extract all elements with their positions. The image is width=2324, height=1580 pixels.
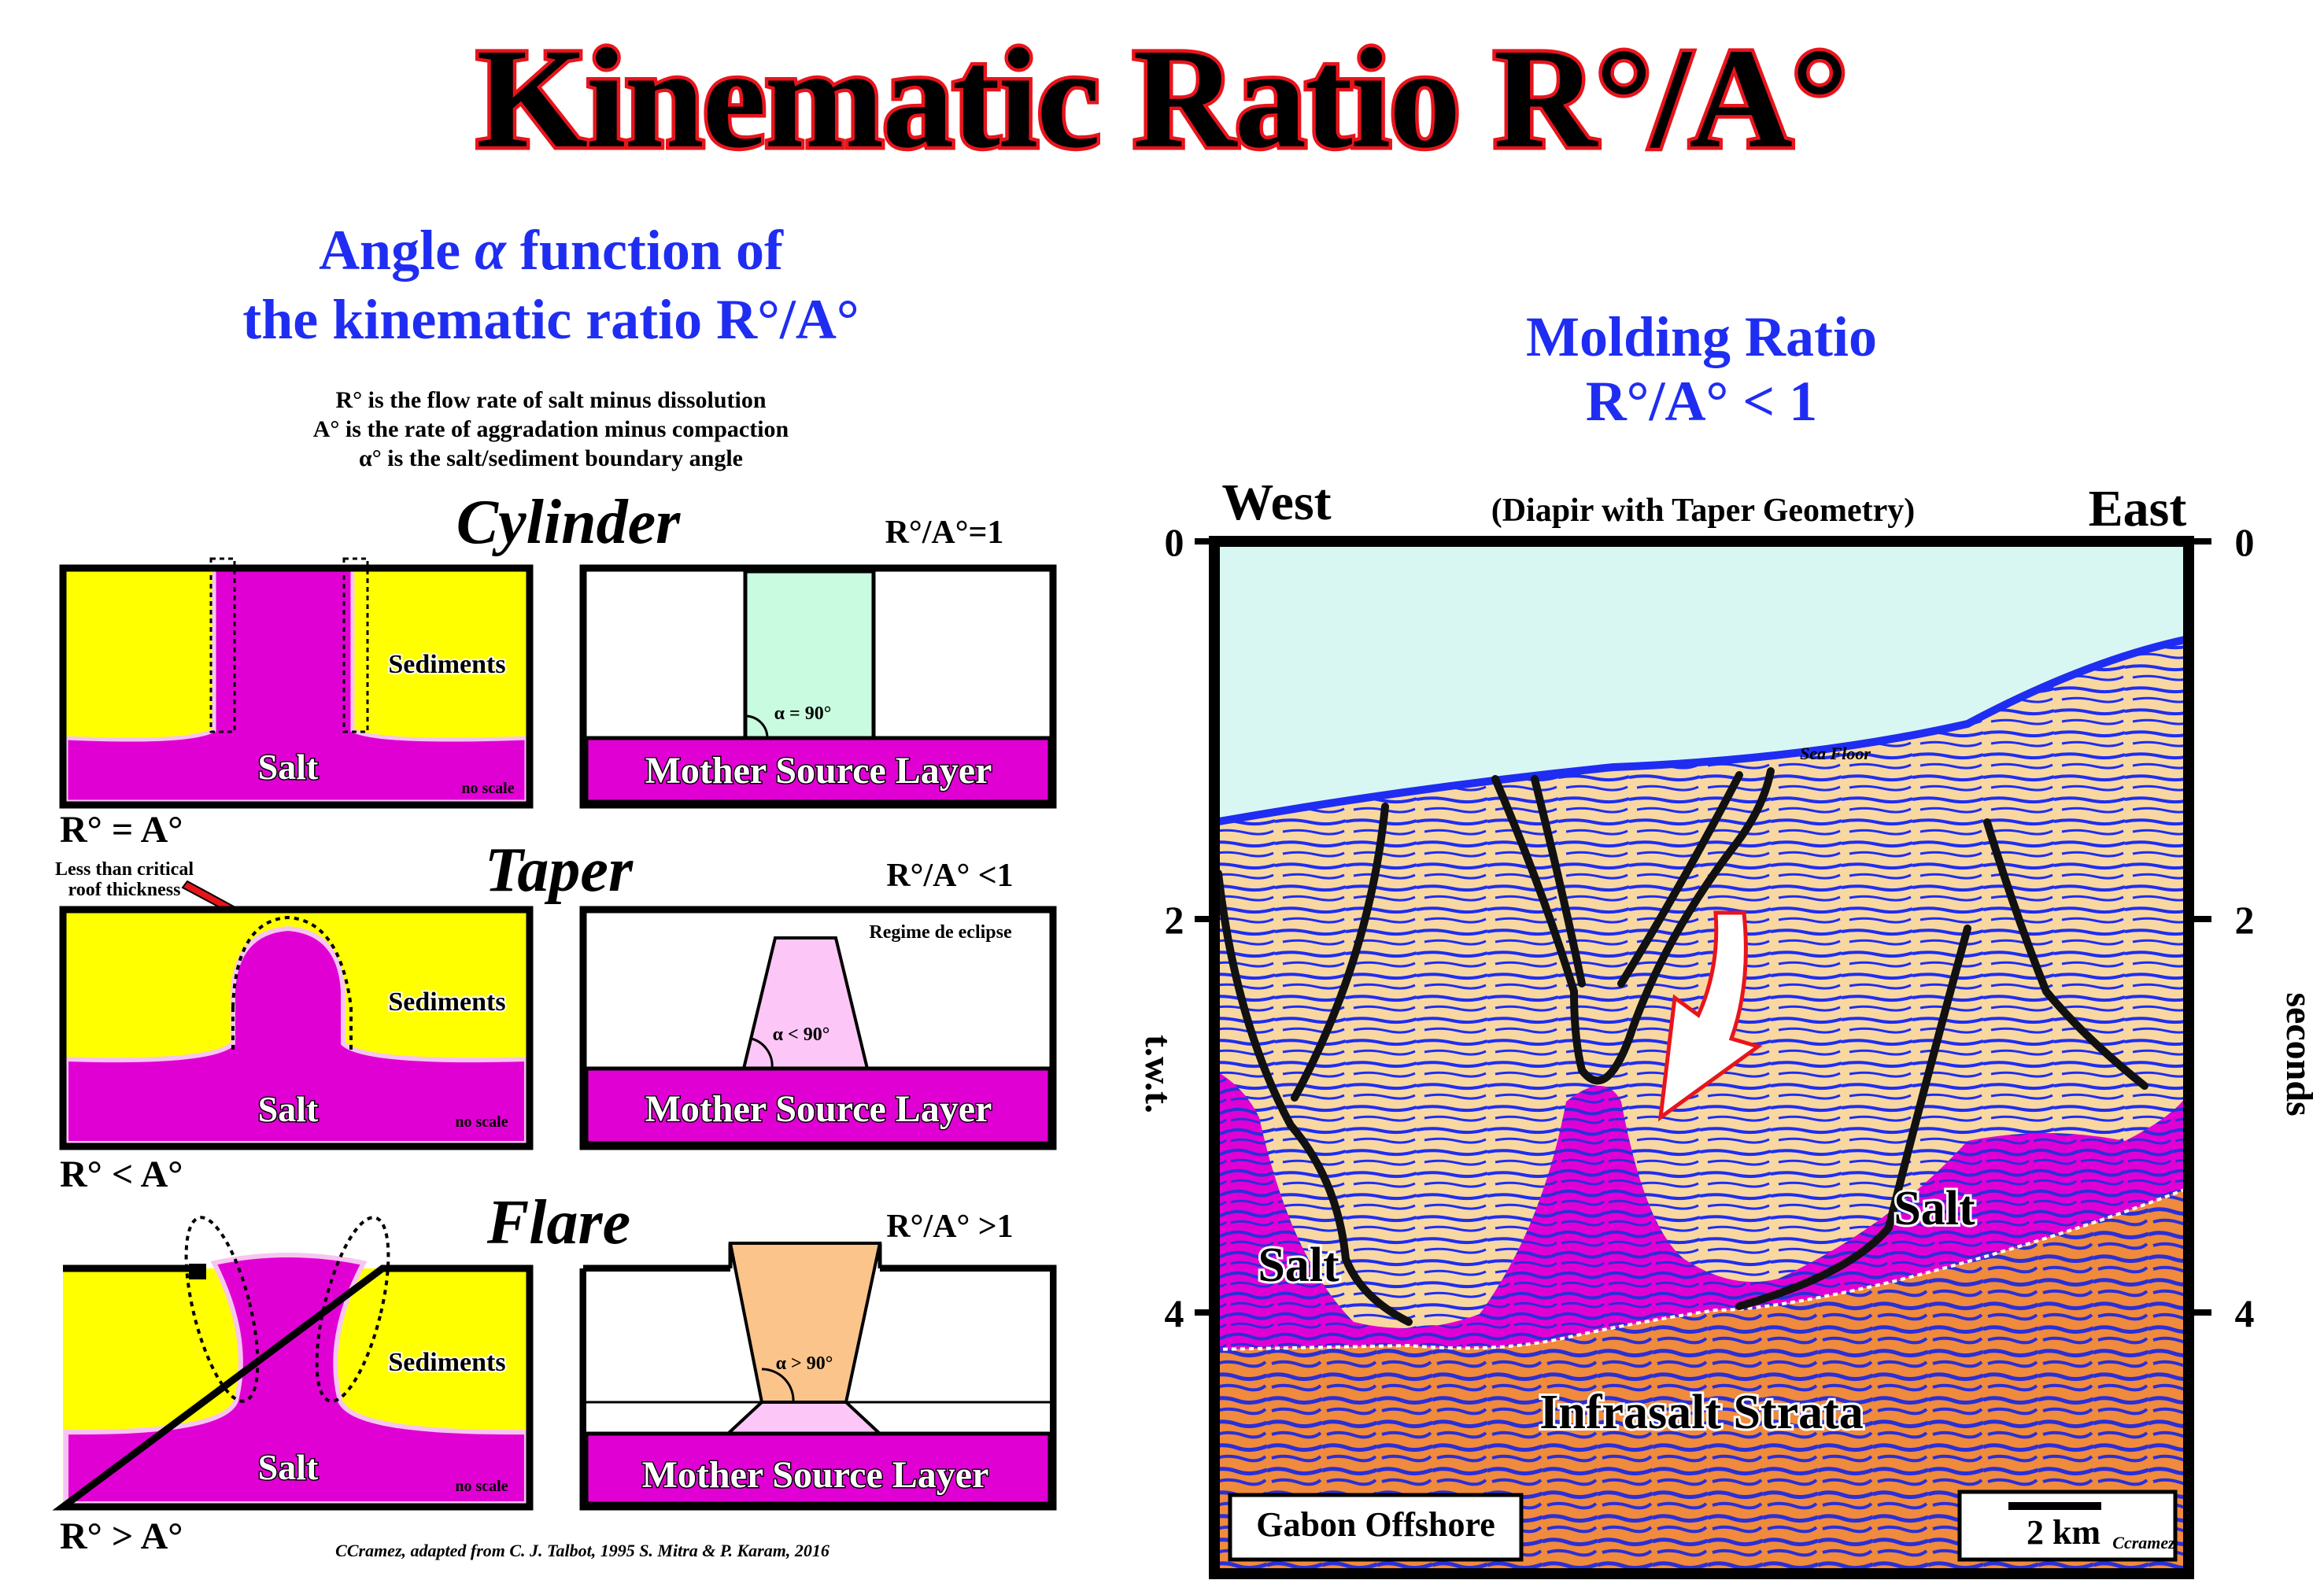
left-axis: 0 2 4 t.w.t. [1137, 520, 1214, 1335]
taper-title: Taper [485, 836, 634, 905]
salt-flow-arrow [1657, 910, 1763, 1122]
left-heading-post: function of [506, 219, 784, 282]
twt-label: t.w.t. [1137, 1035, 1179, 1113]
definition-r: R° is the flow rate of salt minus dissol… [335, 387, 766, 413]
flare-sediments-label: Sediments [388, 1348, 505, 1377]
cylinder-ratio: R°/A°=1 [885, 515, 1004, 551]
cylinder-cross-section: Sediments Salt no scale [59, 557, 534, 809]
flare-cross-section: Sediments Salt no scale [52, 1216, 534, 1511]
taper-regime-label: Regime de eclipse [869, 922, 1012, 943]
flare-schematic: α > 90° Mother Source Layer [579, 1242, 1057, 1511]
definition-a: A° is the rate of aggradation minus comp… [313, 416, 789, 442]
right-tick-2: 2 [2235, 898, 2255, 942]
cylinder-no-scale: no scale [461, 780, 514, 797]
alpha-symbol: α [475, 219, 507, 282]
taper-note-line1: Less than critical [55, 859, 194, 880]
taper-row: Taper R°/A° <1 Less than critical roof t… [55, 836, 1057, 1195]
right-heading-line1: Molding Ratio [1526, 305, 1877, 368]
taper-relation: R° < A° [60, 1154, 183, 1195]
definition-alpha: α° is the salt/sediment boundary angle [359, 445, 743, 471]
taper-salt-label: Salt [258, 1089, 319, 1129]
salt-right-label: Salt [1894, 1182, 1975, 1235]
flare-salt-label: Salt [258, 1447, 319, 1487]
sea-floor-label: Sea Floor [1800, 744, 1871, 763]
scale-bar-box: 2 km Ccramez [1957, 1490, 2178, 1562]
fault-lines [1214, 767, 2148, 1326]
location-label: Gabon Offshore [1256, 1505, 1495, 1544]
flare-angle-label: α > 90° [776, 1353, 833, 1374]
cylinder-sediments-label: Sediments [388, 650, 505, 679]
cylinder-schematic: α = 90° Mother Source Layer [579, 564, 1057, 809]
flare-no-scale: no scale [455, 1478, 508, 1495]
left-heading-line1: Angle α function of [319, 219, 784, 282]
section-subtitle: (Diapir with Taper Geometry) [1491, 493, 1916, 529]
infrasalt-label: Infrasalt Strata [1539, 1386, 1864, 1439]
taper-schematic: Regime de eclipse α < 90° Mother Source … [579, 906, 1057, 1150]
flare-relation: R° > A° [60, 1515, 183, 1557]
salt-left-label: Salt [1258, 1239, 1339, 1292]
credit-text: CCramez, adapted from C. J. Talbot, 1995… [335, 1541, 829, 1560]
right-heading-line2: R°/A° < 1 [1586, 370, 1818, 433]
right-tick-4: 4 [2235, 1291, 2255, 1335]
cylinder-relation: R° = A° [60, 809, 183, 851]
location-box: Gabon Offshore [1228, 1493, 1524, 1562]
seconds-label: seconds [2278, 992, 2320, 1116]
cylinder-title: Cylinder [456, 488, 681, 557]
taper-note-line2: roof thickness [68, 880, 181, 900]
left-heading-line2: the kinematic ratio R°/A° [242, 288, 859, 351]
west-label: West [1221, 474, 1331, 531]
taper-sediments-label: Sediments [388, 988, 505, 1017]
scale-credit: Ccramez [2112, 1533, 2175, 1552]
seismic-section: Sea Floor Salt Salt Infrasalt Strata Gab… [1209, 536, 2194, 1579]
left-tick-2: 2 [1165, 898, 1184, 942]
right-axis: 0 2 4 seconds [2189, 520, 2320, 1335]
taper-no-scale: no scale [455, 1113, 508, 1131]
flare-row: Flare R°/A° >1 Sediments Salt no scale α… [52, 1188, 1057, 1557]
left-tick-0: 0 [1165, 520, 1184, 564]
taper-angle-label: α < 90° [773, 1024, 830, 1045]
scale-bar-label: 2 km [2027, 1513, 2100, 1552]
flare-ratio: R°/A° >1 [886, 1209, 1013, 1245]
east-label: East [2089, 480, 2187, 537]
taper-ratio: R°/A° <1 [886, 858, 1013, 894]
left-tick-4: 4 [1165, 1291, 1184, 1335]
flare-source-layer: Mother Source Layer [642, 1454, 989, 1496]
taper-source-layer: Mother Source Layer [645, 1088, 992, 1130]
cylinder-angle-label: α = 90° [774, 703, 832, 724]
cylinder-source-layer: Mother Source Layer [645, 750, 992, 792]
cylinder-row: Cylinder R°/A°=1 Sediments Salt no scale… [59, 488, 1057, 851]
right-tick-0: 0 [2235, 520, 2255, 564]
taper-cross-section: Sediments Salt no scale [59, 906, 534, 1150]
flare-title: Flare [486, 1188, 630, 1257]
left-heading-pre: Angle [319, 219, 475, 282]
main-title: Kinematic Ratio R°/A° [476, 20, 1846, 178]
cylinder-salt-label: Salt [258, 747, 319, 787]
